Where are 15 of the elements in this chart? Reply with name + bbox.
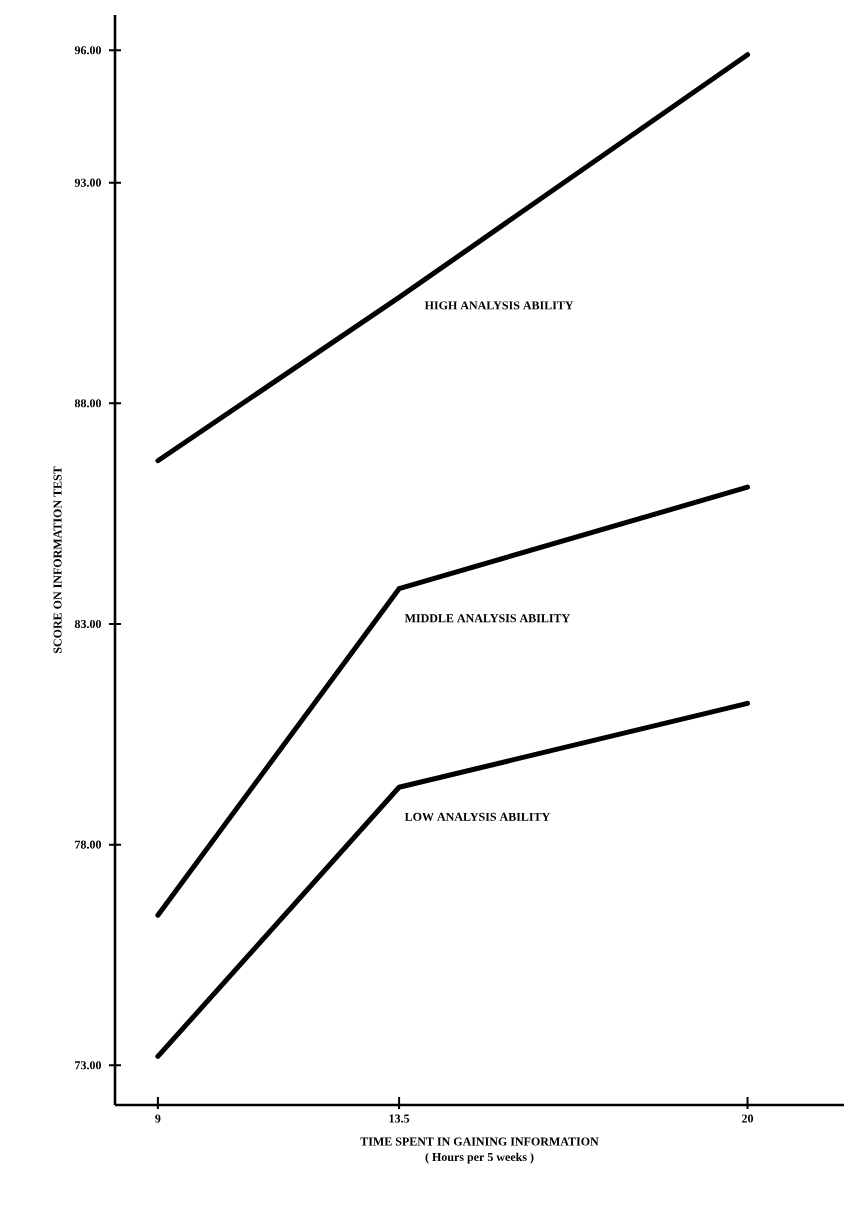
series-label: HIGH ANALYSIS ABILITY [424,301,574,310]
y-tick-label: 78.00 [75,840,101,849]
y-tick-label: 88.00 [74,399,101,408]
x-tick-label: 20 [742,1114,754,1123]
y-tick-label: 83.00 [74,619,101,629]
series-label: MIDDLE ANALYSIS ABILITY [404,614,570,623]
x-tick-label: 9 [155,1114,161,1123]
y-tick-label: 73.00 [75,1061,101,1070]
y-axis-title: SCORE ON INFORMATION TEST [53,466,62,654]
x-tick-label: 13.5 [389,1114,410,1123]
y-tick-label: 96.00 [74,46,101,55]
x-axis-title: TIME SPENT IN GAINING INFORMATION [360,1137,599,1146]
text: ( Hours per 5 weeks ) [425,1152,534,1164]
series-label: LOW ANALYSIS ABILITY [404,812,550,821]
y-tick-label: 93.00 [74,178,101,187]
